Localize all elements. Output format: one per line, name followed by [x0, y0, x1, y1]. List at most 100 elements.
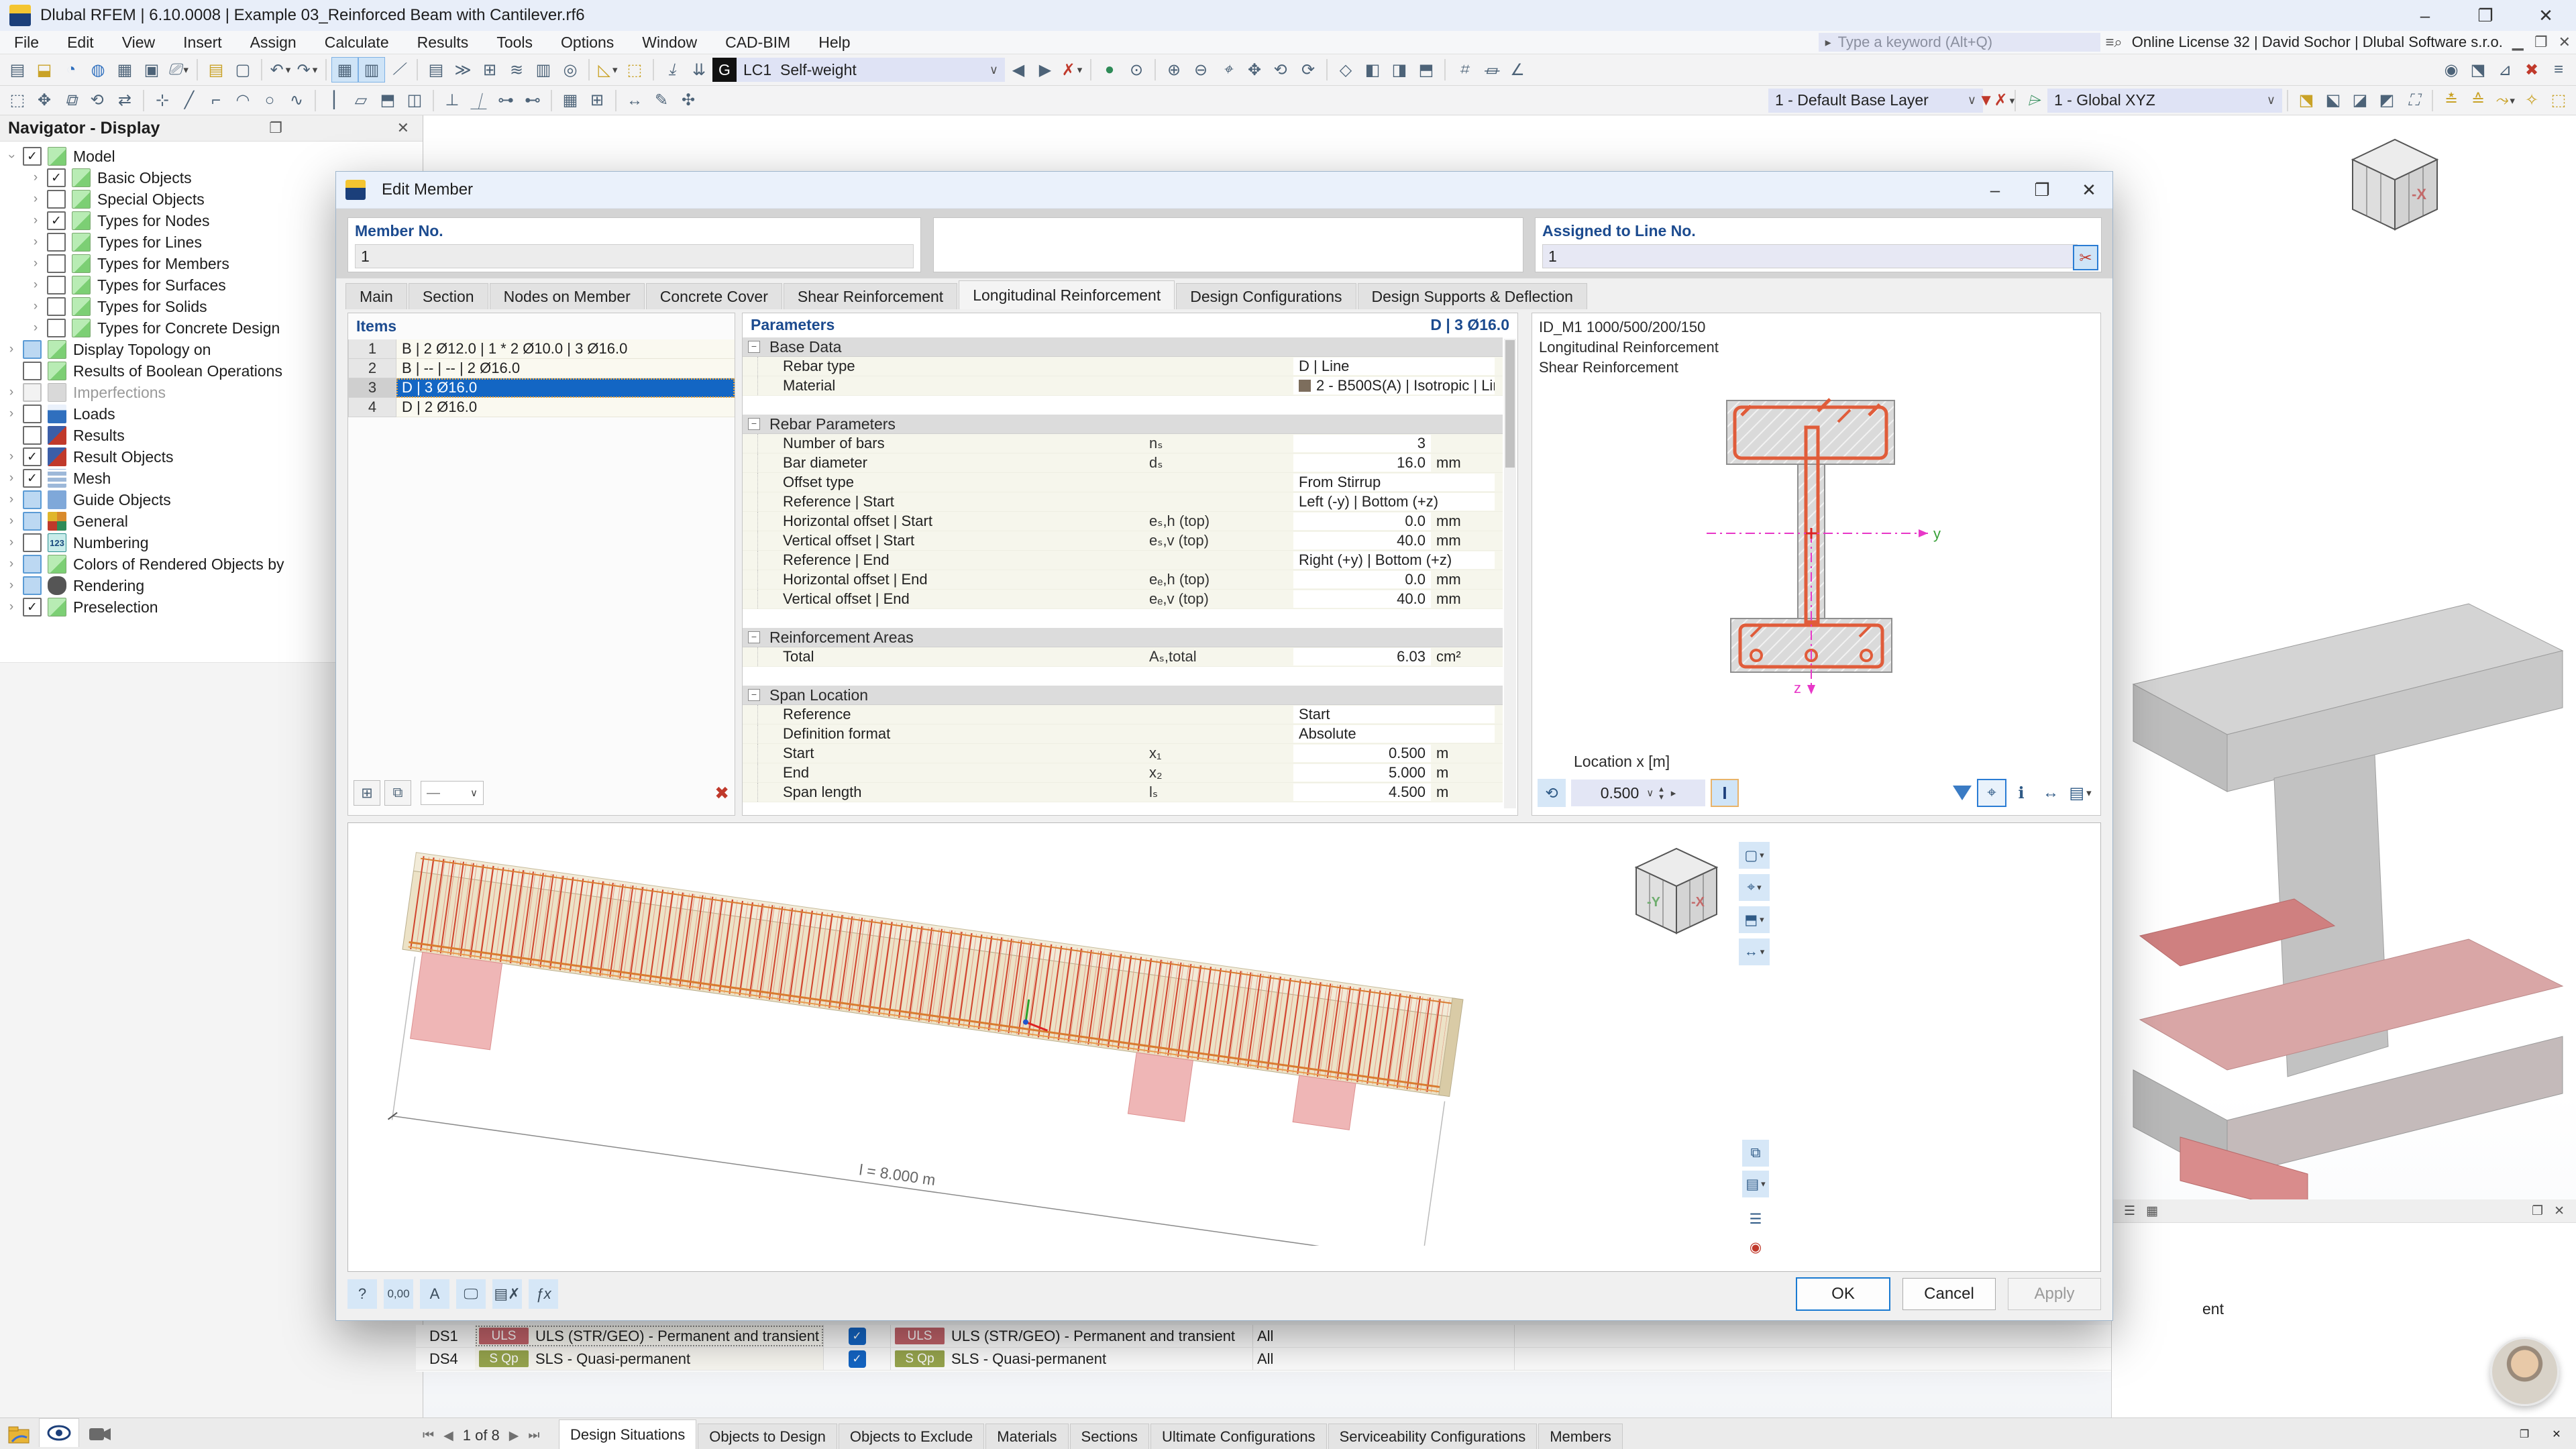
checkbox[interactable]: [47, 319, 66, 337]
checkbox-checked-icon[interactable]: ✓: [848, 1350, 866, 1368]
calc-settings-icon[interactable]: ⊙: [1129, 60, 1144, 79]
collapse-icon[interactable]: −: [748, 418, 760, 430]
checkbox[interactable]: [23, 533, 42, 552]
close-panel-icon[interactable]: ✕: [396, 119, 409, 136]
swap-view-icon[interactable]: ⟲: [1538, 779, 1566, 807]
symbol-icon[interactable]: ✣: [681, 91, 696, 109]
checkbox[interactable]: [47, 211, 66, 230]
caret-icon[interactable]: ›: [33, 192, 38, 206]
tab-longitudinal-reinforcement[interactable]: Longitudinal Reinforcement: [959, 280, 1175, 309]
table-icon[interactable]: ▦: [2146, 1203, 2158, 1218]
report-icon[interactable]: ▢: [235, 60, 251, 79]
copy-item-icon[interactable]: ⧉: [384, 780, 411, 806]
visibility-icon[interactable]: ◉: [2444, 60, 2459, 79]
support-node-icon[interactable]: ⊥: [445, 91, 460, 109]
param-row[interactable]: Rebar type D | Line: [743, 357, 1503, 376]
dimension-display-select[interactable]: ↔ ▾: [1739, 938, 1770, 965]
guidelines-icon[interactable]: ⏛: [1483, 62, 1499, 81]
menu-options[interactable]: Options: [561, 33, 614, 51]
next-page-icon[interactable]: ▶: [508, 1428, 519, 1443]
scrollbar-thumb[interactable]: [1505, 340, 1515, 468]
param-row[interactable]: Start x₁ 0.500 m: [743, 744, 1503, 763]
tab-sections[interactable]: Sections: [1069, 1424, 1149, 1449]
checkbox[interactable]: [23, 512, 42, 531]
close-icon[interactable]: ✕: [2082, 179, 2096, 200]
menu-results[interactable]: Results: [417, 33, 469, 51]
tree-item-rendered-colors[interactable]: › Colors of Rendered Objects by: [0, 553, 423, 575]
float-panel-icon[interactable]: ❐: [269, 119, 282, 136]
tree-item-result-objects[interactable]: ›Result Objects: [0, 446, 423, 468]
tree-item-special-objects[interactable]: › Special Objects: [0, 189, 423, 210]
checkbox[interactable]: [23, 147, 42, 166]
tree-item-types-for-nodes[interactable]: ›Types for Nodes: [0, 210, 423, 231]
search-icon[interactable]: ≡⌕: [2105, 34, 2123, 50]
tree-item-loads[interactable]: › Loads: [0, 403, 423, 425]
menu-insert[interactable]: Insert: [183, 33, 222, 51]
checkbox[interactable]: [23, 447, 42, 466]
table-next-icon[interactable]: ≫: [454, 60, 472, 79]
project-folder-icon[interactable]: [5, 1421, 34, 1447]
isometry-icon[interactable]: ◇: [1339, 60, 1352, 79]
param-row[interactable]: Number of bars nₛ 3: [743, 434, 1503, 453]
member-3d-viewport[interactable]: l = 8.000 m -Y -X ▢ ▾ ⌖ ▾: [347, 822, 2101, 1272]
copy-icon[interactable]: ⧉: [65, 91, 77, 109]
delete-item-icon[interactable]: ✖: [714, 782, 729, 803]
param-row[interactable]: Reference | Start Left (-y) | Bottom (+z): [743, 492, 1503, 512]
table-filter-icon[interactable]: ▥: [535, 60, 551, 79]
checkbox[interactable]: [23, 362, 42, 380]
pan-icon[interactable]: ✥: [1247, 60, 1262, 79]
apply-button[interactable]: Apply: [2008, 1278, 2101, 1310]
param-row[interactable]: Span length lₛ 4.500 m: [743, 783, 1503, 802]
layer-filter-icon[interactable]: ▼✗ ▾: [1978, 91, 2015, 109]
param-row[interactable]: Offset type From Stirrup: [743, 473, 1503, 492]
axes-display-icon[interactable]: ⌖: [1977, 779, 2006, 807]
checkbox[interactable]: [23, 490, 42, 509]
param-row[interactable]: Horizontal offset | End eₑ,h (top) 0.0 mm: [743, 570, 1503, 590]
table-row[interactable]: DS1 ULS ULS (STR/GEO) - Permanent and tra…: [416, 1325, 2435, 1348]
view-z-icon[interactable]: ⬒: [1418, 60, 1434, 79]
menu-help[interactable]: Help: [818, 33, 851, 51]
caret-icon[interactable]: ›: [9, 600, 14, 614]
last-page-icon[interactable]: ⏭: [528, 1428, 540, 1442]
caret-icon[interactable]: ›: [33, 235, 38, 249]
new-file-icon[interactable]: ▤: [9, 60, 25, 79]
panel-minimize-icon[interactable]: ▁: [2512, 34, 2524, 50]
section-info-icon[interactable]: ℹ: [2018, 784, 2025, 802]
tree-item-types-for-lines[interactable]: › Types for Lines: [0, 231, 423, 253]
tab-design-configurations[interactable]: Design Configurations: [1176, 283, 1356, 309]
cancel-button[interactable]: Cancel: [1902, 1278, 1996, 1310]
minimize-icon[interactable]: –: [2420, 5, 2430, 25]
box-icon[interactable]: ⛶: [2408, 91, 2420, 109]
menu-cadbim[interactable]: CAD-BIM: [725, 33, 791, 51]
save-icon[interactable]: ▦: [117, 60, 133, 79]
new-report-icon[interactable]: ▤: [208, 60, 224, 79]
tree-item-display-topology[interactable]: › Display Topology on: [0, 339, 423, 360]
print-icon[interactable]: ⎚ ▾: [168, 60, 189, 78]
render-mode-select[interactable]: ⬒ ▾: [1739, 906, 1770, 933]
close-icon[interactable]: ✕: [2538, 5, 2553, 25]
tab-serviceability-configurations[interactable]: Serviceability Configurations: [1328, 1424, 1538, 1449]
section-base-data[interactable]: − Base Data: [743, 337, 1503, 357]
param-row[interactable]: Bar diameter dₛ 16.0 mm: [743, 453, 1503, 473]
dimension-icon[interactable]: ↔: [627, 91, 643, 109]
menu-assign[interactable]: Assign: [250, 33, 297, 51]
menu-edit[interactable]: Edit: [67, 33, 94, 51]
select-icon[interactable]: ◺ ▾: [598, 60, 618, 79]
tab-shear-reinforcement[interactable]: Shear Reinforcement: [783, 283, 958, 309]
layer-select[interactable]: 1 - Default Base Layer ∨: [1768, 88, 1983, 113]
caret-icon[interactable]: ›: [9, 385, 14, 399]
search-input[interactable]: ▸ Type a keyword (Alt+Q): [1818, 33, 2100, 52]
camera-icon[interactable]: [86, 1421, 114, 1447]
tree-item-numbering[interactable]: ›Numbering: [0, 532, 423, 553]
clipping-icon[interactable]: ⬔: [2470, 60, 2486, 79]
location-x-select[interactable]: 0.500 ∨ ▴ ▾ ▸: [1571, 780, 1705, 806]
tree-item-guide-objects[interactable]: › Guide Objects: [0, 489, 423, 511]
tree-item-types-for-members[interactable]: › Types for Members: [0, 253, 423, 274]
section-view-button[interactable]: I: [1711, 779, 1739, 807]
caret-icon[interactable]: ›: [9, 492, 14, 506]
section-rebar-parameters[interactable]: − Rebar Parameters: [743, 415, 1503, 434]
line-tool-icon[interactable]: ╱: [184, 91, 195, 109]
display-settings-icon[interactable]: A: [420, 1279, 449, 1309]
menu-calculate[interactable]: Calculate: [324, 33, 389, 51]
